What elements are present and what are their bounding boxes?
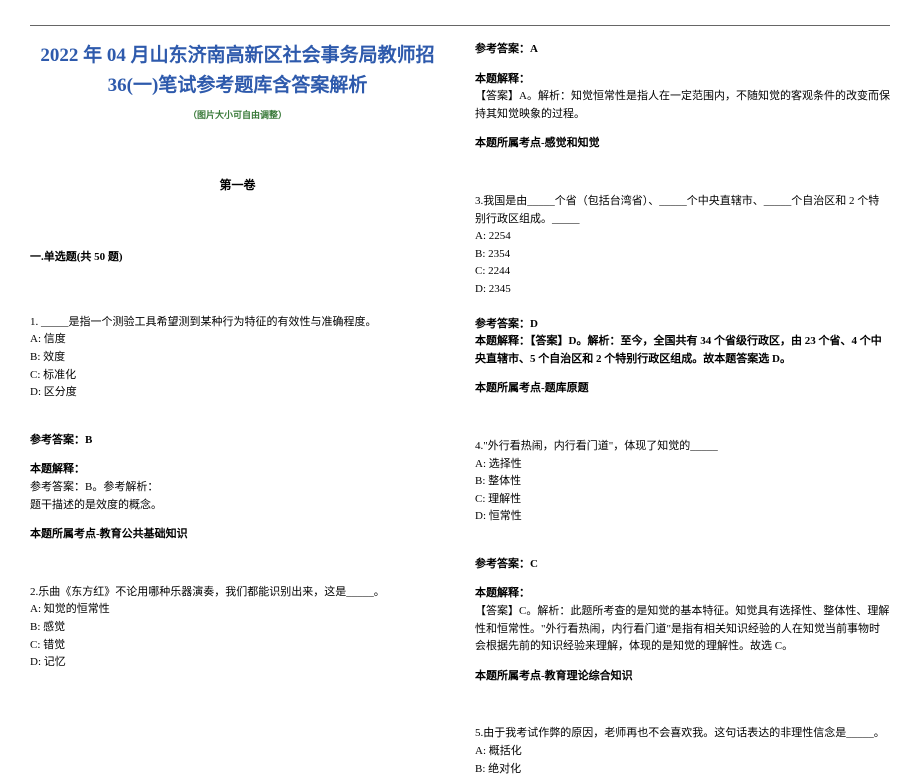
q4-opt-a: A: 选择性 (475, 456, 890, 474)
q1-opt-a: A: 信度 (30, 331, 445, 349)
juan-label: 第一卷 (30, 176, 445, 193)
q3-opt-b: B: 2354 (475, 246, 890, 264)
doc-title-2: 36(一)笔试参考题库含答案解析 (30, 71, 445, 101)
q4-text: 4."外行看热闹，内行看门道"，体现了知觉的_____ (475, 438, 890, 456)
q3-point: 本题所属考点-题库原题 (475, 380, 890, 398)
q4-opt-b: B: 整体性 (475, 473, 890, 491)
left-column: 2022 年 04 月山东济南高新区社会事务局教师招 36(一)笔试参考题库含答… (30, 41, 445, 783)
doc-subtitle: （图片大小可自由调整） (30, 108, 445, 121)
q4-opt-d: D: 恒常性 (475, 508, 890, 526)
q2-opt-c: C: 错觉 (30, 637, 445, 655)
q2-opt-d: D: 记忆 (30, 654, 445, 672)
q2-opt-a: A: 知觉的恒常性 (30, 601, 445, 619)
q3-opt-a: A: 2254 (475, 228, 890, 246)
q2-opt-b: B: 感觉 (30, 619, 445, 637)
q5-opt-b: B: 绝对化 (475, 761, 890, 779)
q3-exp-1: 本题解释：【答案】D。解析：至今，全国共有 34 个省级行政区，由 23 个省、… (475, 333, 890, 368)
q1-point: 本题所属考点-教育公共基础知识 (30, 526, 445, 544)
q1-opt-d: D: 区分度 (30, 384, 445, 402)
q1-opt-b: B: 效度 (30, 349, 445, 367)
question-5: 5.由于我考试作弊的原因，老师再也不会喜欢我。这句话表达的非理性信念是_____… (475, 725, 890, 778)
q2-exp-label: 本题解释： (475, 71, 890, 89)
q1-exp-label: 本题解释： (30, 461, 445, 479)
q1-exp-2: 题干描述的是效度的概念。 (30, 497, 445, 515)
question-1: 1. _____是指一个测验工具希望测到某种行为特征的有效性与准确程度。 A: … (30, 314, 445, 402)
q4-opt-c: C: 理解性 (475, 491, 890, 509)
q5-opt-a: A: 概括化 (475, 743, 890, 761)
q2-point: 本题所属考点-感觉和知觉 (475, 135, 890, 153)
q5-text: 5.由于我考试作弊的原因，老师再也不会喜欢我。这句话表达的非理性信念是_____… (475, 725, 890, 743)
right-column: 参考答案：A 本题解释： 【答案】A。解析：知觉恒常性是指人在一定范围内，不随知… (475, 41, 890, 783)
q3-text: 3.我国是由_____个省（包括台湾省）、_____个中央直辖市、_____个自… (475, 193, 890, 228)
question-4: 4."外行看热闹，内行看门道"，体现了知觉的_____ A: 选择性 B: 整体… (475, 438, 890, 526)
q3-opt-c: C: 2244 (475, 263, 890, 281)
q2-answer: 参考答案：A (475, 41, 890, 59)
question-2: 2.乐曲《东方红》不论用哪种乐器演奏，我们都能识别出来，这是_____。 A: … (30, 584, 445, 672)
doc-title-1: 2022 年 04 月山东济南高新区社会事务局教师招 (30, 41, 445, 71)
q3-answer: 参考答案：D (475, 316, 890, 334)
page-container: 2022 年 04 月山东济南高新区社会事务局教师招 36(一)笔试参考题库含答… (30, 25, 890, 783)
q4-exp-1: 【答案】C。解析：此题所考查的是知觉的基本特征。知觉具有选择性、整体性、理解性和… (475, 603, 890, 656)
q4-answer: 参考答案：C (475, 556, 890, 574)
q3-opt-d: D: 2345 (475, 281, 890, 299)
q1-text: 1. _____是指一个测验工具希望测到某种行为特征的有效性与准确程度。 (30, 314, 445, 332)
q4-point: 本题所属考点-教育理论综合知识 (475, 668, 890, 686)
q4-exp-label: 本题解释： (475, 585, 890, 603)
q1-opt-c: C: 标准化 (30, 367, 445, 385)
q2-exp-1: 【答案】A。解析：知觉恒常性是指人在一定范围内，不随知觉的客观条件的改变而保持其… (475, 88, 890, 123)
section-title: 一.单选题(共 50 题) (30, 248, 445, 264)
question-3: 3.我国是由_____个省（包括台湾省）、_____个中央直辖市、_____个自… (475, 193, 890, 299)
q1-answer: 参考答案：B (30, 432, 445, 450)
q1-exp-1: 参考答案：B。参考解析： (30, 479, 445, 497)
q2-text: 2.乐曲《东方红》不论用哪种乐器演奏，我们都能识别出来，这是_____。 (30, 584, 445, 602)
